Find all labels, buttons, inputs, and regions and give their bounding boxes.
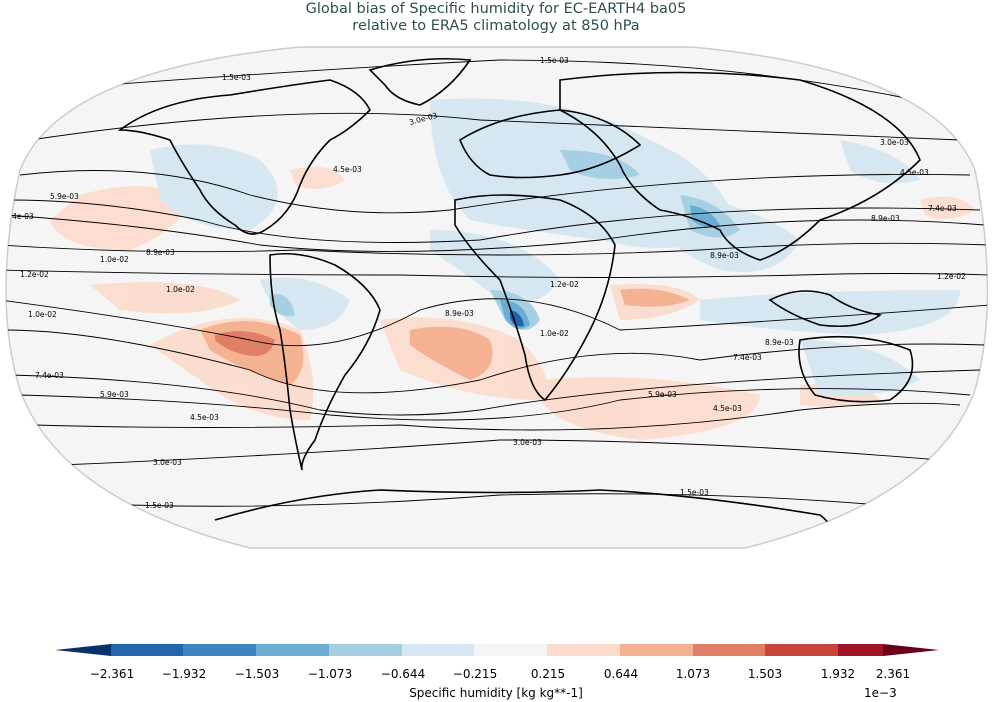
- svg-text:4.5e-03: 4.5e-03: [190, 413, 219, 422]
- svg-text:8.9e-03: 8.9e-03: [765, 338, 794, 347]
- svg-text:8.9e-03: 8.9e-03: [871, 214, 900, 223]
- colorbar-extend-min: [55, 644, 111, 656]
- colorbar-tick: 0.644: [603, 667, 639, 681]
- positive-bias-max: [215, 331, 275, 356]
- colorbar-tick: 0.215: [530, 667, 566, 681]
- svg-text:3.0e-03: 3.0e-03: [513, 438, 542, 447]
- chart-title-line2: relative to ERA5 climatology at 850 hPa: [352, 18, 640, 34]
- svg-text:1.5e-03: 1.5e-03: [680, 488, 709, 497]
- colorbar-tick: −1.503: [234, 667, 280, 681]
- colorbar-tick: −1.073: [307, 667, 353, 681]
- south-america: [269, 252, 381, 471]
- svg-text:1.0e-02: 1.0e-02: [166, 285, 195, 294]
- svg-text:7.4e-03: 7.4e-03: [35, 371, 64, 380]
- svg-text:5.9e-03: 5.9e-03: [100, 390, 129, 399]
- svg-text:1.0e-02: 1.0e-02: [540, 329, 569, 338]
- colorbar-tick: −0.644: [380, 667, 426, 681]
- svg-text:4.5e-03: 4.5e-03: [333, 165, 362, 174]
- svg-text:7.4e-03: 7.4e-03: [5, 212, 34, 221]
- svg-text:5.9e-03: 5.9e-03: [50, 192, 79, 201]
- colorbar-bin: [183, 644, 256, 656]
- svg-text:1.5e-03: 1.5e-03: [222, 73, 251, 82]
- antarctica: [214, 489, 835, 548]
- contour-lines: [6, 59, 988, 507]
- colorbar-bin: [256, 644, 329, 656]
- svg-text:1.5e-03: 1.5e-03: [540, 56, 569, 65]
- svg-text:3.0e-03: 3.0e-03: [153, 458, 182, 467]
- svg-text:1.0e-02: 1.0e-02: [100, 255, 129, 264]
- colorbar-bin: [765, 644, 838, 656]
- colorbar-multiplier: 1e−3: [864, 686, 897, 700]
- svg-text:1.0e-02: 1.0e-02: [28, 310, 57, 319]
- svg-text:8.9e-03: 8.9e-03: [146, 248, 175, 257]
- colorbar-bin: [329, 644, 402, 656]
- colorbar-tick: 2.361: [875, 667, 911, 681]
- australia: [798, 335, 914, 403]
- world-map: 1.5e-03 1.5e-03 3.0e-03 3.0e-03 4.5e-03 …: [5, 46, 989, 549]
- colorbar-tick: −0.215: [452, 667, 498, 681]
- svg-text:1.2e-02: 1.2e-02: [550, 280, 579, 289]
- svg-text:8.9e-03: 8.9e-03: [710, 251, 739, 260]
- colorbar-bin: [838, 644, 883, 656]
- colorbar-tick: 1.073: [675, 667, 711, 681]
- colorbar-bin: [474, 644, 547, 656]
- colorbar-bin: [693, 644, 765, 656]
- svg-text:8.9e-03: 8.9e-03: [445, 309, 474, 318]
- asia: [559, 71, 921, 261]
- svg-text:1.2e-02: 1.2e-02: [20, 270, 49, 279]
- coastlines: [117, 57, 921, 548]
- africa: [454, 194, 616, 402]
- colorbar-bin: [547, 644, 620, 656]
- colorbar-tick: −1.932: [161, 667, 207, 681]
- svg-text:4.5e-03: 4.5e-03: [713, 404, 742, 413]
- colorbar-extend-max: [883, 644, 939, 656]
- colorbar-tick: −2.361: [89, 667, 135, 681]
- svg-text:1.2e-02: 1.2e-02: [937, 272, 966, 281]
- colorbar-bin: [111, 644, 183, 656]
- colorbar-label: Specific humidity [kg kg**-1]: [409, 686, 583, 700]
- colorbar-tick: 1.932: [820, 667, 856, 681]
- colorbar-bin: [402, 644, 474, 656]
- colorbar: [55, 644, 939, 656]
- svg-text:1.5e-03: 1.5e-03: [145, 501, 174, 510]
- north-america: [117, 79, 371, 235]
- maritime-continent: [768, 290, 882, 328]
- svg-text:4.5e-03: 4.5e-03: [900, 168, 929, 177]
- colorbar-bin: [620, 644, 693, 656]
- svg-text:3.0e-03: 3.0e-03: [880, 138, 909, 147]
- svg-text:7.4e-03: 7.4e-03: [928, 204, 957, 213]
- colorbar-tick: 1.503: [747, 667, 783, 681]
- svg-text:7.4e-03: 7.4e-03: [733, 353, 762, 362]
- svg-text:5.9e-03: 5.9e-03: [648, 390, 677, 399]
- greenland: [368, 57, 472, 106]
- negative-bias-max: [510, 310, 524, 327]
- chart-title-line1: Global bias of Specific humidity for EC-…: [305, 1, 687, 17]
